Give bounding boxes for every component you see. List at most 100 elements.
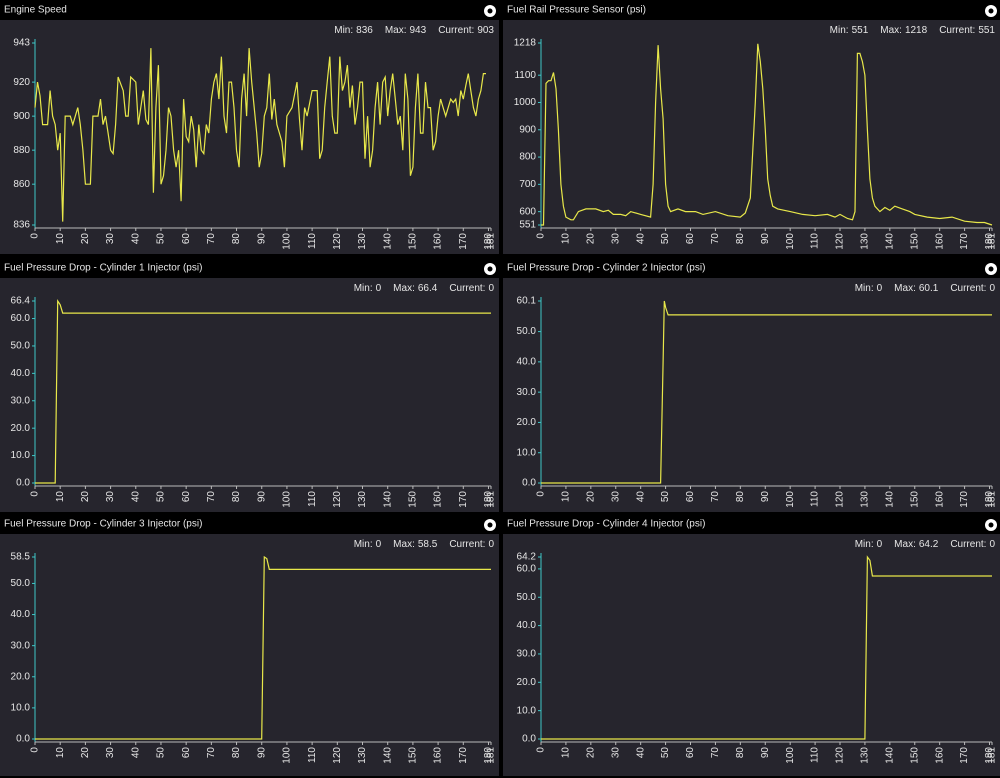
chart-area bbox=[0, 534, 499, 776]
data-line bbox=[541, 555, 992, 740]
x-tick-label: 100 bbox=[785, 233, 796, 250]
y-tick-label: 50.0 bbox=[11, 578, 31, 589]
x-tick-label: 160 bbox=[433, 491, 444, 508]
title-bar bbox=[0, 258, 499, 278]
panel-title: Fuel Rail Pressure Sensor (psi) bbox=[507, 5, 646, 16]
y-tick-label: 700 bbox=[519, 179, 536, 190]
chart-panel: Fuel Rail Pressure Sensor (psi)Min: 551 Ma… bbox=[503, 0, 1000, 254]
x-tick-label: 40 bbox=[130, 233, 141, 245]
x-tick-label: 150 bbox=[408, 747, 419, 764]
stat-value: 551 bbox=[978, 25, 995, 36]
x-tick-label: 10 bbox=[561, 233, 572, 245]
stat-value: 66.4 bbox=[418, 283, 438, 294]
stat-label: Min: bbox=[354, 283, 373, 294]
panel-menu-dot bbox=[487, 522, 493, 528]
stat-label: Min: bbox=[334, 25, 353, 36]
title-bar bbox=[503, 514, 1000, 534]
y-tick-label: 58.5 bbox=[11, 552, 31, 563]
data-line bbox=[35, 299, 491, 484]
x-tick-label: 60 bbox=[181, 491, 192, 503]
y-tick-label: 66.4 bbox=[11, 296, 31, 307]
panel-title: Engine Speed bbox=[4, 5, 67, 16]
x-tick-label: 150 bbox=[909, 491, 920, 508]
x-tick-label: 130 bbox=[860, 491, 871, 508]
y-tick-label: 30.0 bbox=[11, 395, 31, 406]
x-tick-label: 50 bbox=[156, 233, 167, 245]
x-tick-label: 150 bbox=[408, 491, 419, 508]
x-tick-label: 10 bbox=[55, 747, 66, 759]
data-line bbox=[541, 300, 992, 484]
y-tick-label: 30.0 bbox=[517, 649, 537, 660]
x-tick-label: 100 bbox=[785, 491, 796, 508]
x-tick-label: 181 bbox=[486, 233, 497, 250]
y-tick-label: 880 bbox=[13, 145, 30, 156]
y-tick-label: 40.0 bbox=[11, 609, 31, 620]
y-tick-label: 900 bbox=[519, 124, 536, 135]
x-tick-label: 40 bbox=[635, 233, 646, 245]
x-tick-label: 100 bbox=[282, 233, 293, 250]
y-tick-label: 0.0 bbox=[522, 734, 536, 745]
x-tick-label: 10 bbox=[55, 233, 66, 245]
x-tick-label: 160 bbox=[934, 233, 945, 250]
x-tick-label: 50 bbox=[156, 747, 167, 759]
stat-label: Max: bbox=[385, 25, 407, 36]
x-tick-label: 180 bbox=[984, 233, 995, 250]
title-bar bbox=[0, 0, 499, 20]
x-tick-label: 120 bbox=[835, 233, 846, 250]
x-tick-label: 110 bbox=[810, 233, 821, 249]
x-tick-label: 170 bbox=[959, 491, 970, 508]
y-tick-label: 10.0 bbox=[517, 447, 537, 458]
data-line bbox=[541, 43, 993, 226]
stat-label: Current: bbox=[438, 25, 474, 36]
y-tick-label: 30.0 bbox=[517, 387, 537, 398]
stat-value: 551 bbox=[852, 25, 869, 36]
chart-panel: Fuel Pressure Drop - Cylinder 3 Injector… bbox=[0, 514, 499, 776]
y-tick-label: 10.0 bbox=[517, 705, 537, 716]
x-tick-label: 100 bbox=[282, 491, 293, 508]
stats: Min: 0 Max: 66.4 Current: 0 bbox=[354, 283, 495, 294]
x-tick-label: 20 bbox=[585, 747, 596, 759]
x-tick-label: 70 bbox=[206, 747, 217, 759]
x-tick-label: 110 bbox=[810, 491, 821, 507]
stat-value: 0 bbox=[877, 283, 883, 294]
x-tick-label: 120 bbox=[835, 491, 846, 508]
x-tick-label: 180 bbox=[483, 747, 494, 764]
x-tick-label: 80 bbox=[735, 233, 746, 245]
x-tick-label: 130 bbox=[357, 491, 368, 508]
stat-label: Min: bbox=[354, 539, 373, 550]
data-line bbox=[35, 555, 491, 740]
title-bar bbox=[503, 258, 1000, 278]
x-tick-label: 180 bbox=[984, 747, 995, 764]
y-tick-label: 30.0 bbox=[11, 640, 31, 651]
y-tick-label: 800 bbox=[519, 152, 536, 163]
y-tick-label: 0.0 bbox=[16, 478, 30, 489]
x-tick-label: 80 bbox=[231, 747, 242, 759]
chart-area bbox=[0, 278, 499, 512]
y-tick-label: 50.0 bbox=[517, 326, 537, 337]
panel-title: Fuel Pressure Drop - Cylinder 4 Injector… bbox=[507, 519, 705, 530]
x-tick-label: 170 bbox=[458, 747, 469, 764]
x-tick-label: 181 bbox=[987, 233, 998, 250]
x-tick-label: 50 bbox=[660, 747, 671, 759]
stat-label: Current: bbox=[449, 539, 485, 550]
x-tick-label: 150 bbox=[408, 233, 419, 250]
y-tick-label: 64.2 bbox=[517, 552, 537, 563]
chart-panel: Fuel Pressure Drop - Cylinder 1 Injector… bbox=[0, 258, 499, 512]
x-tick-label: 10 bbox=[55, 491, 66, 503]
y-tick-label: 10.0 bbox=[11, 450, 31, 461]
stat-label: Current: bbox=[950, 283, 986, 294]
x-tick-label: 120 bbox=[332, 747, 343, 764]
stat-value: 0 bbox=[488, 539, 494, 550]
y-tick-label: 900 bbox=[13, 111, 30, 122]
stat-value: 0 bbox=[877, 539, 883, 550]
x-tick-label: 180 bbox=[483, 491, 494, 508]
panel-title: Fuel Pressure Drop - Cylinder 2 Injector… bbox=[507, 263, 705, 274]
stats: Min: 0 Max: 58.5 Current: 0 bbox=[354, 539, 495, 550]
x-tick-label: 170 bbox=[458, 491, 469, 508]
chart-area bbox=[503, 20, 1000, 254]
y-tick-label: 20.0 bbox=[517, 677, 537, 688]
y-tick-label: 0.0 bbox=[16, 734, 30, 745]
x-tick-label: 30 bbox=[610, 233, 621, 245]
x-tick-label: 110 bbox=[307, 233, 318, 249]
